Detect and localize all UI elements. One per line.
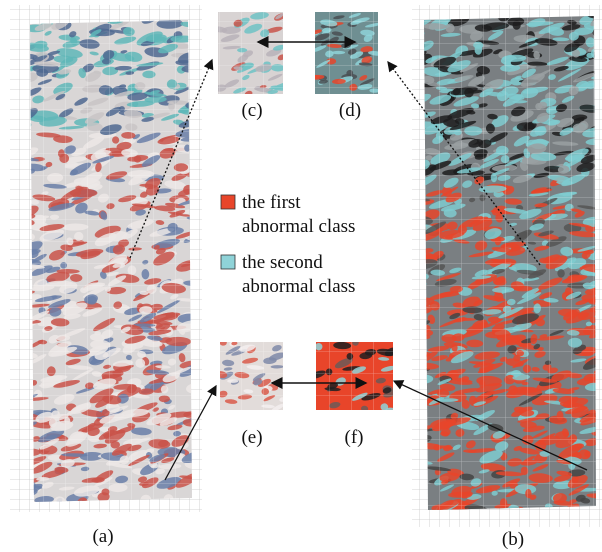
grid-overlay bbox=[315, 12, 378, 94]
figure: (a) (b) (c) (d) (e) (f) the first abnorma… bbox=[0, 0, 602, 552]
caption: (c) bbox=[241, 100, 262, 121]
inset-c bbox=[210, 11, 292, 98]
legend-swatch bbox=[221, 195, 235, 209]
legend-text: abnormal class bbox=[242, 216, 355, 237]
legend-text: the second bbox=[242, 252, 323, 273]
caption: (e) bbox=[241, 427, 262, 448]
caption: (a) bbox=[92, 526, 113, 547]
caption: (b) bbox=[502, 529, 524, 550]
image-a bbox=[12, 8, 208, 515]
inset-d bbox=[310, 12, 383, 94]
inset-f bbox=[309, 340, 400, 412]
legend-text: the first bbox=[242, 192, 301, 213]
caption: (f) bbox=[345, 427, 364, 448]
grid-overlay bbox=[420, 12, 600, 512]
image-b bbox=[407, 7, 602, 518]
grid-overlay bbox=[220, 342, 283, 410]
inset-e bbox=[215, 339, 286, 413]
legend-swatch bbox=[221, 255, 235, 269]
grid-overlay bbox=[25, 15, 195, 510]
legend-text: abnormal class bbox=[242, 276, 355, 297]
grid-overlay bbox=[218, 12, 283, 94]
legend: the first abnormal class the second abnorma… bbox=[221, 192, 355, 297]
grid-overlay bbox=[316, 342, 393, 410]
caption: (d) bbox=[339, 100, 361, 121]
